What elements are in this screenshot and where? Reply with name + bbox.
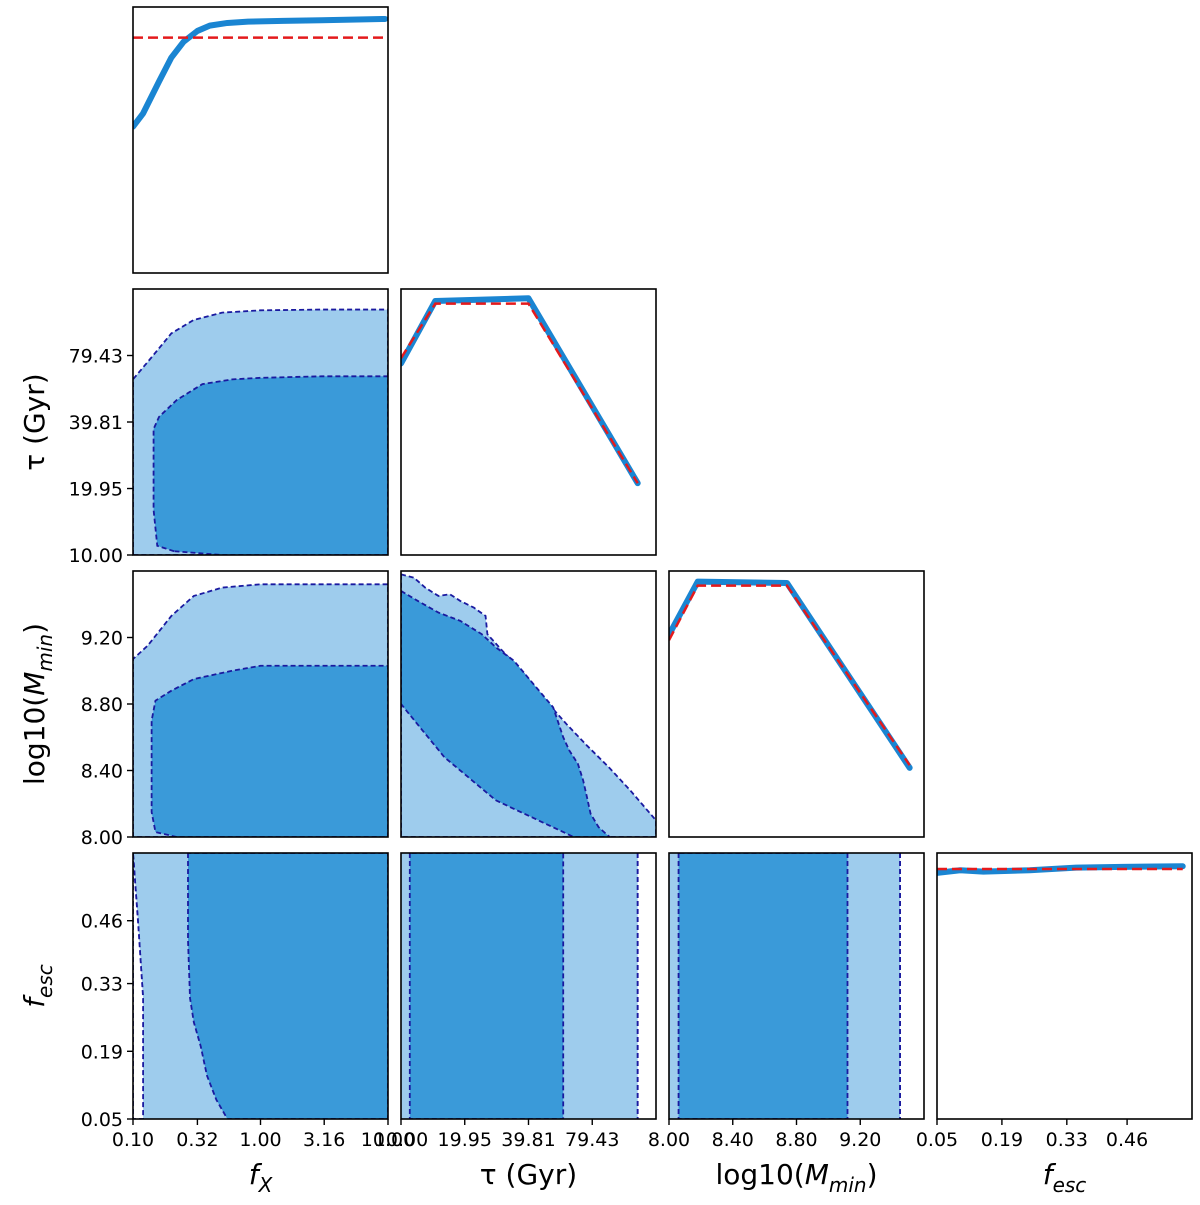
label-subscript: min — [33, 634, 57, 672]
x-tick-label: 3.16 — [303, 1129, 345, 1151]
marginal-panel-tau — [400, 288, 657, 556]
label-base: log10( — [715, 1158, 804, 1191]
panel-frame — [132, 6, 389, 274]
y-tick-label: 9.20 — [81, 628, 123, 650]
inner-contour — [408, 853, 565, 1119]
y-tick-label: 0.33 — [81, 974, 123, 996]
y-axis-logMmin: 8.00 8.40 8.80 9.20 log10(Mmin) — [18, 623, 133, 849]
inner-contour — [150, 664, 388, 837]
panel-background — [401, 289, 656, 555]
y-axis-label-fesc: fesc — [18, 964, 57, 1008]
panel-frame — [668, 570, 925, 838]
label-suffix: ) — [18, 623, 51, 634]
x-tick-label: 39.81 — [501, 1129, 555, 1151]
y-tick-label: 79.43 — [69, 346, 123, 368]
panel-background — [133, 7, 388, 273]
label-subscript: esc — [1053, 1173, 1087, 1197]
outside-region — [900, 853, 924, 1119]
y-axis-label-tau: τ (Gyr) — [18, 373, 51, 470]
x-tick-label: 0.10 — [112, 1129, 154, 1151]
marginal-curve-fX — [133, 15, 388, 130]
inner-contour — [152, 375, 388, 555]
x-tick-label: 0.05 — [916, 1129, 958, 1151]
x-tick-label: 0.32 — [176, 1129, 218, 1151]
y-tick-label: 8.40 — [81, 761, 123, 783]
y-tick-label: 0.19 — [81, 1041, 123, 1063]
y-axis-fesc: 0.05 0.19 0.33 0.46 fesc — [18, 911, 133, 1131]
outside-region — [637, 853, 656, 1119]
y-tick-label: 0.46 — [81, 911, 123, 933]
x-axis-logMmin: 8.00 8.40 8.80 9.20 log10(Mmin) — [648, 1119, 881, 1197]
x-axis-label-fesc: fesc — [1043, 1158, 1087, 1197]
panel-frame — [400, 570, 657, 838]
y-tick-label: 39.81 — [69, 412, 123, 434]
x-tick-label: 9.20 — [839, 1129, 881, 1151]
contour-panel-logMmin-fesc — [668, 852, 925, 1120]
y-tick-label: 10.00 — [69, 545, 123, 567]
label-subscript: min — [829, 1173, 867, 1197]
x-axis-label-tau: τ (Gyr) — [480, 1158, 577, 1191]
y-tick-label: 8.00 — [81, 827, 123, 849]
marginal-curve-fesc — [937, 863, 1186, 876]
outer-region-edge — [133, 853, 144, 1119]
label-suffix: ) — [867, 1158, 878, 1191]
y-tick-label: 0.05 — [81, 1109, 123, 1131]
marginal-panel-fesc — [936, 852, 1193, 1120]
contour-panel-fX-logMmin — [132, 570, 389, 838]
x-axis-fesc: 0.05 0.19 0.33 0.46 fesc — [916, 1119, 1148, 1197]
x-tick-label: 19.95 — [438, 1129, 492, 1151]
reference-curve-logMmin — [669, 584, 911, 766]
contour-panel-fX-tau — [132, 288, 389, 556]
panel-background — [669, 571, 924, 837]
contour-panel-tau-fesc — [400, 852, 657, 1120]
label-var: M — [18, 672, 51, 696]
marginal-panel-logMmin — [668, 570, 925, 838]
label-base: τ (Gyr) — [18, 373, 51, 470]
x-tick-label: 0.46 — [1106, 1129, 1148, 1151]
x-tick-label: 79.43 — [565, 1129, 619, 1151]
x-tick-label: 10.00 — [361, 1129, 415, 1151]
label-base: log10( — [18, 696, 51, 785]
inner-contour — [187, 853, 388, 1119]
inner-contour — [401, 589, 612, 837]
y-tick-label: 19.95 — [69, 479, 123, 501]
x-tick-label: 8.00 — [648, 1129, 690, 1151]
label-var: M — [805, 1158, 829, 1191]
x-tick-label: 8.80 — [775, 1129, 817, 1151]
x-tick-label: 10.00 — [374, 1129, 428, 1151]
x-tick-label: 0.19 — [981, 1129, 1023, 1151]
reference-curve-tau — [401, 302, 639, 484]
x-tick-label: 8.40 — [712, 1129, 754, 1151]
y-axis-tau: 10.00 19.95 39.81 79.43 τ (Gyr) — [18, 346, 133, 567]
contour-panel-tau-logMmin — [400, 570, 657, 838]
x-tick-label: 1.00 — [239, 1129, 281, 1151]
x-axis-tau: 10.00 19.95 39.81 79.43 τ (Gyr) — [374, 1119, 619, 1191]
label-subscript: esc — [33, 964, 57, 998]
y-axis-label-logMmin: log10(Mmin) — [18, 623, 57, 785]
x-axis-label-fX: fX — [249, 1158, 274, 1197]
x-tick-label: 0.33 — [1046, 1129, 1088, 1151]
label-subscript: X — [258, 1173, 274, 1197]
contour-panel-fX-fesc — [132, 852, 389, 1120]
panel-frame — [936, 852, 1193, 1120]
y-tick-label: 8.80 — [81, 694, 123, 716]
x-axis-label-logMmin: log10(Mmin) — [715, 1158, 877, 1197]
x-axis-fX: 0.10 0.32 1.00 3.16 10.00 fX — [112, 1119, 415, 1197]
panel-background — [937, 853, 1192, 1119]
label-base: τ (Gyr) — [480, 1158, 577, 1191]
panel-frame — [400, 288, 657, 556]
marginal-panel-fX — [132, 6, 389, 274]
inner-contour — [677, 853, 849, 1119]
